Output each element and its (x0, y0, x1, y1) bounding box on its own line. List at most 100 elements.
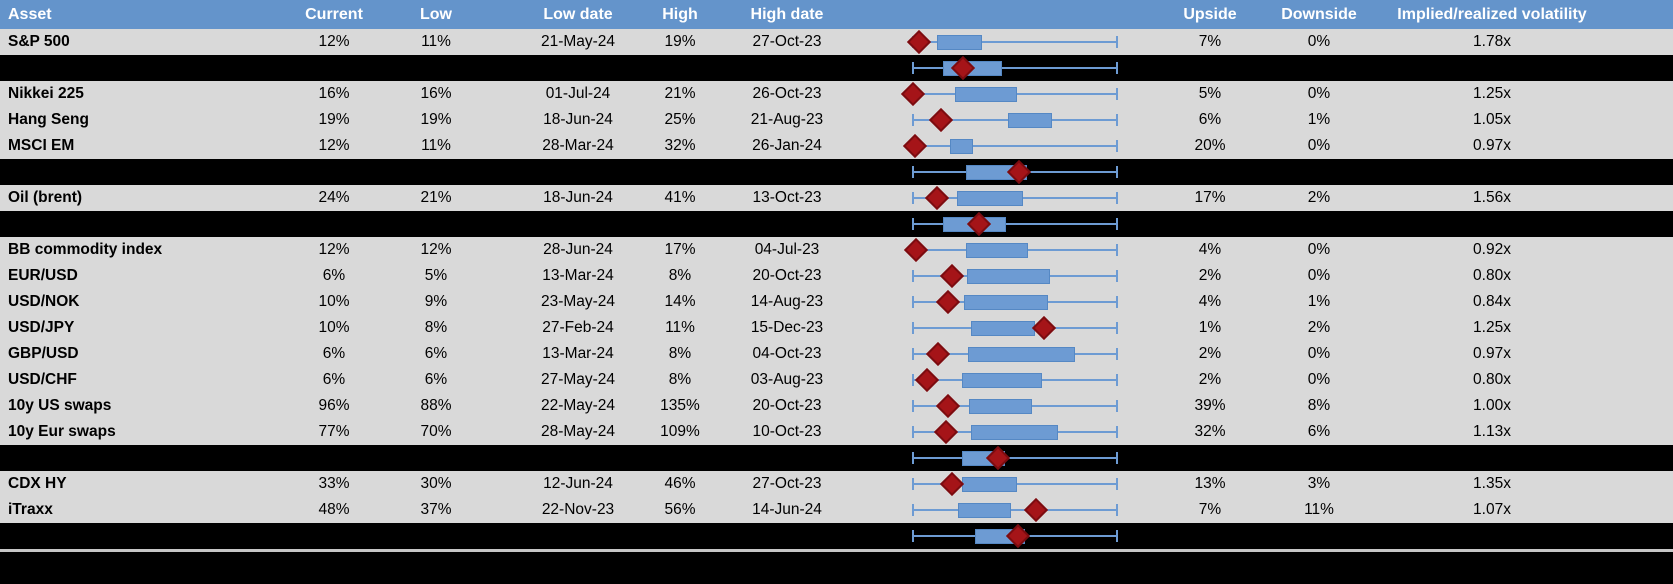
col-header-high: High (662, 5, 698, 23)
col-header-downside: Downside (1281, 5, 1357, 23)
current-cell: 33% (318, 475, 350, 492)
boxplot-box (949, 138, 973, 154)
range-boxplot (866, 211, 1148, 237)
downside-cell: 2% (1307, 189, 1331, 206)
high-date-cell: 14-Aug-23 (750, 293, 824, 310)
range-boxplot (866, 133, 1148, 159)
high-cell: 109% (660, 423, 700, 440)
range-boxplot (866, 341, 1148, 367)
low-cell: 19% (420, 111, 452, 128)
table-row: iTraxx 48% 37% 22-Nov-23 56% 14-Jun-24 7% 11% 1.… (0, 497, 1673, 523)
col-header-implied-realized: Implied/realized volatility (1397, 5, 1587, 23)
boxplot-low-cap (912, 478, 914, 490)
high-date-cell: 21-Aug-23 (750, 111, 824, 128)
boxplot-box (961, 476, 1018, 492)
boxplot-whisker-line (913, 223, 1117, 225)
asset-cell: USD/JPY (8, 319, 75, 336)
boxplot-high-cap (1116, 88, 1118, 100)
upside-cell: 2% (1198, 345, 1222, 362)
implied-realized-cell: 0.92x (1473, 241, 1511, 258)
boxplot-high-cap (1116, 270, 1118, 282)
boxplot-whisker-line (913, 67, 1117, 69)
boxplot-low-cap (912, 296, 914, 308)
table-row: USD/CHF 6% 6% 27-May-24 8% 03-Aug-23 2% 0% 0.80x (0, 367, 1673, 393)
low-date-cell: 18-Jun-24 (543, 189, 613, 206)
high-date-cell: 15-Dec-23 (750, 319, 824, 336)
boxplot-low-cap (912, 192, 914, 204)
range-boxplot (866, 159, 1148, 185)
current-cell: 96% (318, 397, 350, 414)
boxplot-low-cap (912, 452, 914, 464)
low-cell: 21% (420, 189, 452, 206)
boxplot-low-cap (912, 166, 914, 178)
upside-cell: 2% (1198, 371, 1222, 388)
low-date-cell: 22-Nov-23 (541, 501, 615, 518)
boxplot-high-cap (1116, 426, 1118, 438)
table-row: GBP/USD 6% 6% 13-Mar-24 8% 04-Oct-23 2% 0% 0.97x (0, 341, 1673, 367)
high-date-cell: 26-Oct-23 (752, 85, 822, 102)
range-boxplot (866, 29, 1148, 55)
boxplot-low-cap (912, 426, 914, 438)
low-date-cell: 27-Feb-24 (542, 319, 614, 336)
low-date-cell: 28-Mar-24 (542, 137, 614, 154)
col-header-upside: Upside (1183, 5, 1237, 23)
range-boxplot (866, 315, 1148, 341)
boxplot-whisker-line (913, 509, 1117, 511)
range-boxplot (866, 55, 1148, 81)
boxplot-box (967, 268, 1051, 284)
boxplot-box (970, 424, 1059, 440)
separator-row (0, 55, 1673, 81)
downside-cell: 0% (1307, 137, 1331, 154)
boxplot-low-cap (912, 504, 914, 516)
boxplot-high-cap (1116, 452, 1118, 464)
col-header-low-date: Low date (543, 5, 613, 23)
low-date-cell: 21-May-24 (540, 33, 616, 50)
upside-cell: 4% (1198, 293, 1222, 310)
current-cell: 19% (318, 111, 350, 128)
downside-cell: 0% (1307, 267, 1331, 284)
high-date-cell: 27-Oct-23 (752, 475, 822, 492)
table-body: S&P 500 12% 11% 21-May-24 19% 27-Oct-23 7% 0% 1.… (0, 29, 1673, 549)
table-row: 10y Eur swaps 77% 70% 28-May-24 109% 10-Oct-2… (0, 419, 1673, 445)
current-cell: 12% (318, 241, 350, 258)
asset-cell: iTraxx (8, 501, 53, 518)
boxplot-low-cap (912, 270, 914, 282)
boxplot-high-cap (1116, 62, 1118, 74)
col-header-low: Low (420, 5, 452, 23)
downside-cell: 0% (1307, 33, 1331, 50)
high-cell: 135% (660, 397, 700, 414)
low-cell: 37% (420, 501, 452, 518)
downside-cell: 11% (1304, 501, 1334, 518)
implied-realized-cell: 1.05x (1473, 111, 1511, 128)
low-cell: 8% (424, 319, 448, 336)
low-date-cell: 18-Jun-24 (543, 111, 613, 128)
boxplot-high-cap (1116, 296, 1118, 308)
implied-realized-cell: 1.78x (1473, 33, 1511, 50)
high-cell: 21% (664, 85, 696, 102)
asset-cell: EUR/USD (8, 267, 78, 284)
boxplot-high-cap (1116, 374, 1118, 386)
current-value-diamond-icon (928, 107, 953, 133)
separator-row (0, 159, 1673, 185)
boxplot-box (937, 34, 983, 50)
range-boxplot (866, 419, 1148, 445)
implied-realized-cell: 1.56x (1473, 189, 1511, 206)
boxplot-high-cap (1116, 36, 1118, 48)
downside-cell: 1% (1307, 293, 1331, 310)
high-date-cell: 04-Jul-23 (754, 241, 820, 258)
upside-cell: 32% (1194, 423, 1226, 440)
current-cell: 16% (318, 85, 350, 102)
range-boxplot (866, 445, 1148, 471)
boxplot-high-cap (1116, 140, 1118, 152)
current-cell: 6% (322, 267, 346, 284)
range-boxplot (866, 107, 1148, 133)
table-row: CDX HY 33% 30% 12-Jun-24 46% 27-Oct-23 13% 3% 1.… (0, 471, 1673, 497)
current-cell: 24% (318, 189, 350, 206)
range-boxplot (866, 263, 1148, 289)
table-row: USD/NOK 10% 9% 23-May-24 14% 14-Aug-23 4% 1% 0.8… (0, 289, 1673, 315)
implied-realized-cell: 1.00x (1473, 397, 1511, 414)
upside-cell: 4% (1198, 241, 1222, 258)
current-value-diamond-icon (934, 419, 959, 445)
asset-cell: Nikkei 225 (8, 85, 84, 102)
boxplot-low-cap (912, 218, 914, 230)
